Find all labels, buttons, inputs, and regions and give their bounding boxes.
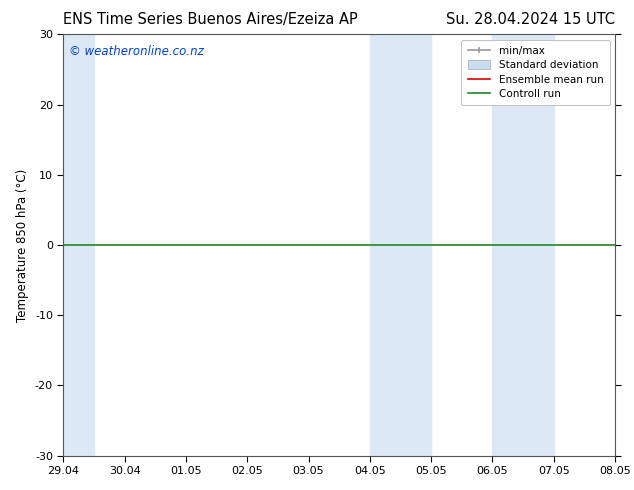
Bar (370, 34, 431, 456)
Bar (63, 34, 94, 456)
Bar (493, 34, 553, 456)
Legend: min/max, Standard deviation, Ensemble mean run, Controll run: min/max, Standard deviation, Ensemble me… (462, 40, 610, 105)
Text: © weatheronline.co.nz: © weatheronline.co.nz (69, 45, 204, 58)
Y-axis label: Temperature 850 hPa (°C): Temperature 850 hPa (°C) (16, 169, 29, 321)
Text: ENS Time Series Buenos Aires/Ezeiza AP: ENS Time Series Buenos Aires/Ezeiza AP (63, 12, 358, 27)
Text: Su. 28.04.2024 15 UTC: Su. 28.04.2024 15 UTC (446, 12, 615, 27)
